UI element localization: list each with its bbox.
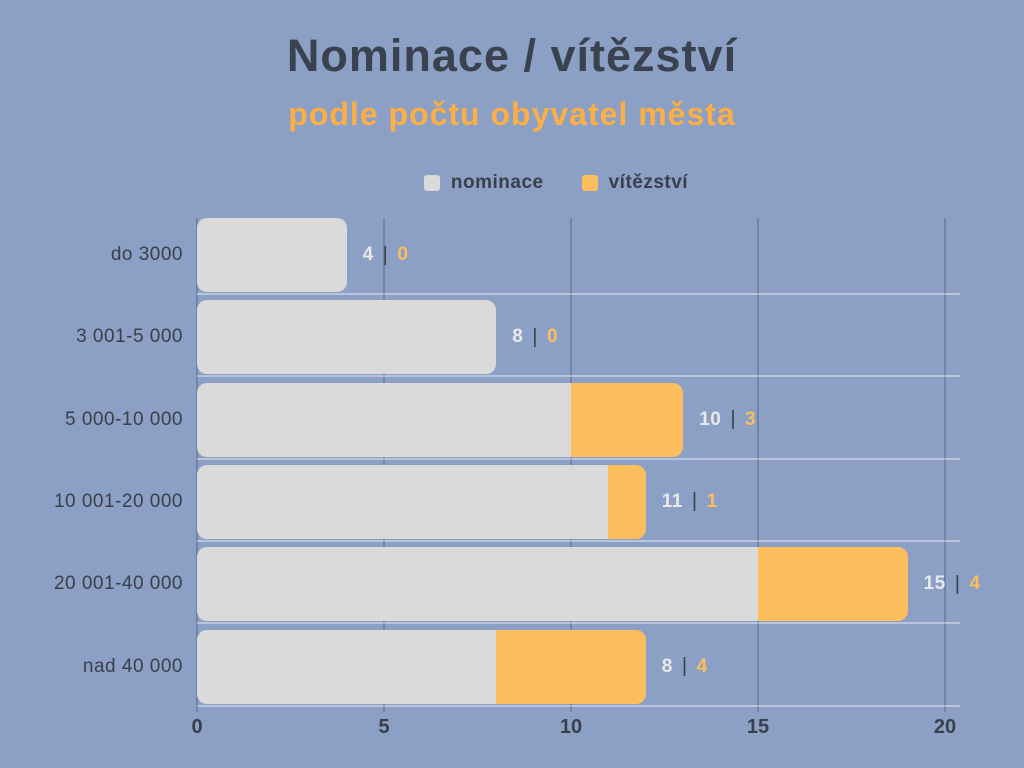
x-axis-tick-label: 10	[559, 716, 583, 738]
row-separator-line	[197, 539, 960, 542]
value-label: 8 | 0	[512, 326, 558, 349]
value-separator: |	[730, 408, 737, 431]
value-nominace: 4	[362, 244, 374, 265]
bar-nominace-segment	[197, 547, 758, 622]
value-nominace: 8	[661, 655, 673, 677]
value-label: 4 | 0	[363, 244, 409, 267]
category-label: 5 000-10 000	[65, 408, 183, 430]
category-label: 3 001-5 000	[76, 326, 183, 348]
value-label: 8 | 4	[662, 655, 708, 678]
bar-nominace-segment	[197, 382, 571, 457]
category-label: nad 40 000	[82, 655, 183, 677]
gridline	[757, 218, 759, 712]
value-vitezstvi: 4	[969, 573, 981, 595]
value-separator: |	[681, 655, 688, 678]
value-nominace: 8	[512, 326, 524, 348]
value-vitezstvi: 4	[696, 655, 708, 677]
nominace-swatch-icon	[423, 175, 440, 191]
row-separator-line	[197, 622, 960, 625]
bar-row: do 3000 4 | 0	[0, 218, 1024, 300]
bar: 4 | 0	[197, 218, 408, 292]
row-separator-line	[197, 293, 960, 295]
row-separator-line	[197, 704, 960, 707]
x-axis-tick-label: 0	[191, 716, 203, 738]
value-vitezstvi: 0	[397, 244, 409, 265]
bar-nominace-segment	[197, 629, 497, 704]
bar: 11 | 1	[197, 464, 718, 539]
bar-nominace-segment	[197, 464, 609, 539]
value-nominace: 15	[923, 573, 946, 595]
legend-item-nominace: nominace	[423, 172, 544, 194]
bar: 8 | 0	[197, 300, 558, 375]
value-nominace: 10	[699, 408, 722, 430]
value-vitezstvi: 0	[546, 326, 559, 348]
plot-area: do 3000 4 | 0 3 001-5 000 8 | 0 5 000-10 000 10 | 3…	[0, 218, 1024, 738]
value-label: 10 | 3	[699, 408, 756, 431]
value-separator: |	[382, 243, 389, 266]
gridline	[196, 218, 198, 712]
bar-row: 10 001-20 000 11 | 1	[0, 464, 1024, 547]
value-label: 15 | 4	[924, 573, 981, 596]
bar-nominace-segment	[197, 218, 347, 292]
legend-label-nominace: nominace	[450, 172, 544, 193]
value-vitezstvi: 1	[706, 490, 718, 512]
row-separator-line	[197, 457, 960, 460]
bar-vitezstvi-segment	[496, 629, 646, 704]
value-separator: |	[691, 490, 698, 513]
row-separator-line	[197, 375, 960, 378]
x-axis-tick-label: 5	[378, 716, 390, 738]
chart-subtitle: podle počtu obyvatel města	[288, 96, 736, 132]
x-axis-tick-label: 15	[746, 716, 770, 738]
bar-vitezstvi-segment	[758, 547, 908, 622]
category-label: do 3000	[110, 244, 183, 265]
category-label: 20 001-40 000	[53, 573, 183, 595]
value-separator: |	[532, 325, 538, 348]
x-axis: 0 5 10 15 20	[191, 716, 960, 744]
value-label: 11 | 1	[662, 490, 718, 513]
bar: 15 | 4	[197, 547, 981, 622]
gridline	[944, 218, 946, 712]
value-separator: |	[954, 572, 961, 595]
bar-row: 20 001-40 000 15 | 4	[0, 547, 1024, 629]
category-label: 10 001-20 000	[53, 490, 183, 512]
bar: 8 | 4	[197, 629, 708, 704]
bar-nominace-segment	[197, 300, 497, 375]
legend-item-vitezstvi: vítězství	[581, 172, 689, 194]
chart-title: Nominace / vítězství	[286, 30, 738, 81]
bar-row: nad 40 000 8 | 4	[0, 629, 1024, 712]
vitezstvi-swatch-icon	[581, 175, 598, 191]
bar-vitezstvi-segment	[571, 382, 684, 457]
bar-row: 5 000-10 000 10 | 3	[0, 382, 1024, 465]
bar: 10 | 3	[197, 382, 756, 457]
x-axis-tick-label: 20	[933, 716, 957, 738]
value-vitezstvi: 3	[745, 408, 757, 430]
legend: nominace vítězství	[44, 172, 1024, 194]
legend-label-vitezstvi: vítězství	[608, 172, 689, 193]
value-nominace: 11	[661, 490, 683, 512]
bar-row: 3 001-5 000 8 | 0	[0, 300, 1024, 382]
bar-vitezstvi-segment	[608, 464, 646, 539]
bar-rows: do 3000 4 | 0 3 001-5 000 8 | 0 5 000-10 000 10 | 3…	[0, 218, 1024, 712]
